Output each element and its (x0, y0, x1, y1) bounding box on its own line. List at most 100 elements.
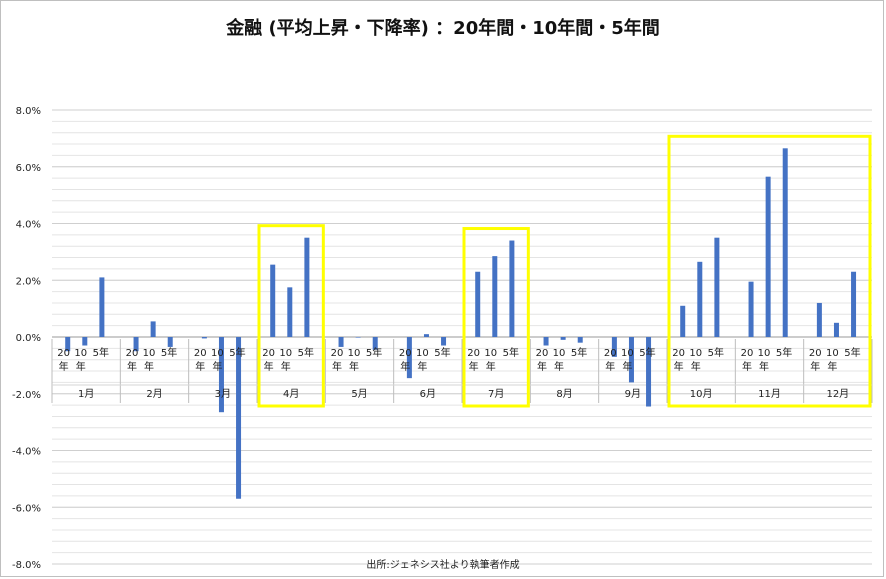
sub-tick-label-unit: 年 (144, 360, 154, 373)
sub-tick-label: 5年 (93, 346, 109, 359)
group-label: 8月 (556, 388, 572, 400)
group-label: 4月 (283, 388, 299, 400)
bar (783, 148, 788, 337)
sub-tick-label-unit: 年 (76, 360, 86, 373)
group-label: 2月 (146, 388, 162, 400)
sub-tick-label-unit: 年 (417, 360, 427, 373)
bar (202, 337, 207, 338)
bar (766, 177, 771, 337)
bar (629, 337, 634, 382)
group-label: 1月 (78, 388, 94, 400)
sub-tick-label: 5年 (434, 346, 450, 359)
sub-tick-label: 20 (57, 348, 70, 359)
bar (697, 262, 702, 337)
bar (817, 303, 822, 337)
sub-tick-label-unit: 年 (622, 360, 632, 373)
y-tick-label: -6.0% (12, 503, 41, 514)
group-label: 3月 (215, 388, 231, 400)
bar (441, 337, 446, 346)
sub-tick-label: 5年 (503, 346, 519, 359)
sub-tick-label: 5年 (571, 346, 587, 359)
sub-tick-label-unit: 年 (674, 360, 684, 373)
sub-tick-label: 20 (194, 348, 207, 359)
sub-tick-label: 10 (484, 348, 497, 359)
sub-tick-label-unit: 年 (742, 360, 752, 373)
sub-tick-label: 10 (279, 348, 292, 359)
sub-tick-label: 20 (467, 348, 480, 359)
group-label: 6月 (420, 388, 436, 400)
sub-tick-label-unit: 年 (486, 360, 496, 373)
y-tick-label: -4.0% (12, 447, 41, 458)
y-tick-label: 6.0% (16, 163, 41, 174)
sub-tick-label-unit: 年 (537, 360, 547, 373)
bar (82, 337, 87, 346)
sub-tick-label: 10 (758, 348, 771, 359)
group-label: 12月 (826, 388, 849, 400)
group-label: 10月 (690, 388, 713, 400)
sub-tick-label-unit: 年 (127, 360, 137, 373)
sub-tick-label: 5年 (776, 346, 792, 359)
bar (749, 282, 754, 337)
sub-tick-label: 5年 (708, 346, 724, 359)
sub-tick-label: 20 (604, 348, 617, 359)
bar (680, 306, 685, 337)
sub-tick-label: 10 (553, 348, 566, 359)
sub-tick-label-unit: 年 (691, 360, 701, 373)
sub-tick-label: 5年 (844, 346, 860, 359)
sub-tick-label: 20 (262, 348, 275, 359)
sub-tick-label: 20 (399, 348, 412, 359)
sub-tick-label: 10 (416, 348, 429, 359)
bar (578, 337, 583, 343)
bar (509, 241, 514, 337)
sub-tick-label-unit: 年 (827, 360, 837, 373)
sub-tick-label: 10 (211, 348, 224, 359)
bar (304, 238, 309, 337)
sub-tick-label: 10 (74, 348, 87, 359)
bar (99, 277, 104, 337)
bar (270, 265, 275, 337)
sub-tick-label: 5年 (161, 346, 177, 359)
sub-tick-label: 20 (126, 348, 139, 359)
sub-tick-label-unit: 年 (554, 360, 564, 373)
sub-tick-label-unit: 年 (759, 360, 769, 373)
sub-tick-label-unit: 年 (605, 360, 615, 373)
sub-tick-label: 10 (348, 348, 361, 359)
bar (492, 256, 497, 337)
group-label: 5月 (351, 388, 367, 400)
sub-tick-label: 20 (672, 348, 685, 359)
sub-tick-label: 10 (143, 348, 156, 359)
bar (287, 287, 292, 337)
y-tick-label: -2.0% (12, 390, 41, 401)
sub-tick-label-unit: 年 (264, 360, 274, 373)
bar (475, 272, 480, 337)
group-label: 9月 (625, 388, 641, 400)
bar (339, 337, 344, 347)
group-label: 7月 (488, 388, 504, 400)
sub-tick-label: 5年 (366, 346, 382, 359)
sub-tick-label: 20 (331, 348, 344, 359)
bar (544, 337, 549, 346)
y-tick-label: 0.0% (16, 333, 41, 344)
bar (851, 272, 856, 337)
bar (356, 337, 361, 338)
sub-tick-label: 20 (809, 348, 822, 359)
y-tick-label: 2.0% (16, 276, 41, 287)
bar (714, 238, 719, 337)
sub-tick-label-unit: 年 (400, 360, 410, 373)
sub-tick-label-unit: 年 (332, 360, 342, 373)
y-tick-label: 8.0% (16, 106, 41, 117)
bar (168, 337, 173, 347)
sub-tick-label: 5年 (639, 346, 655, 359)
sub-tick-label: 20 (741, 348, 754, 359)
group-label: 11月 (758, 388, 781, 400)
sub-tick-label: 10 (621, 348, 634, 359)
bar (424, 334, 429, 337)
sub-tick-label: 5年 (229, 346, 245, 359)
sub-tick-label-unit: 年 (59, 360, 69, 373)
bar (834, 323, 839, 337)
sub-tick-label: 10 (826, 348, 839, 359)
bar (151, 321, 156, 337)
sub-tick-label: 10 (689, 348, 702, 359)
sub-tick-label-unit: 年 (349, 360, 359, 373)
